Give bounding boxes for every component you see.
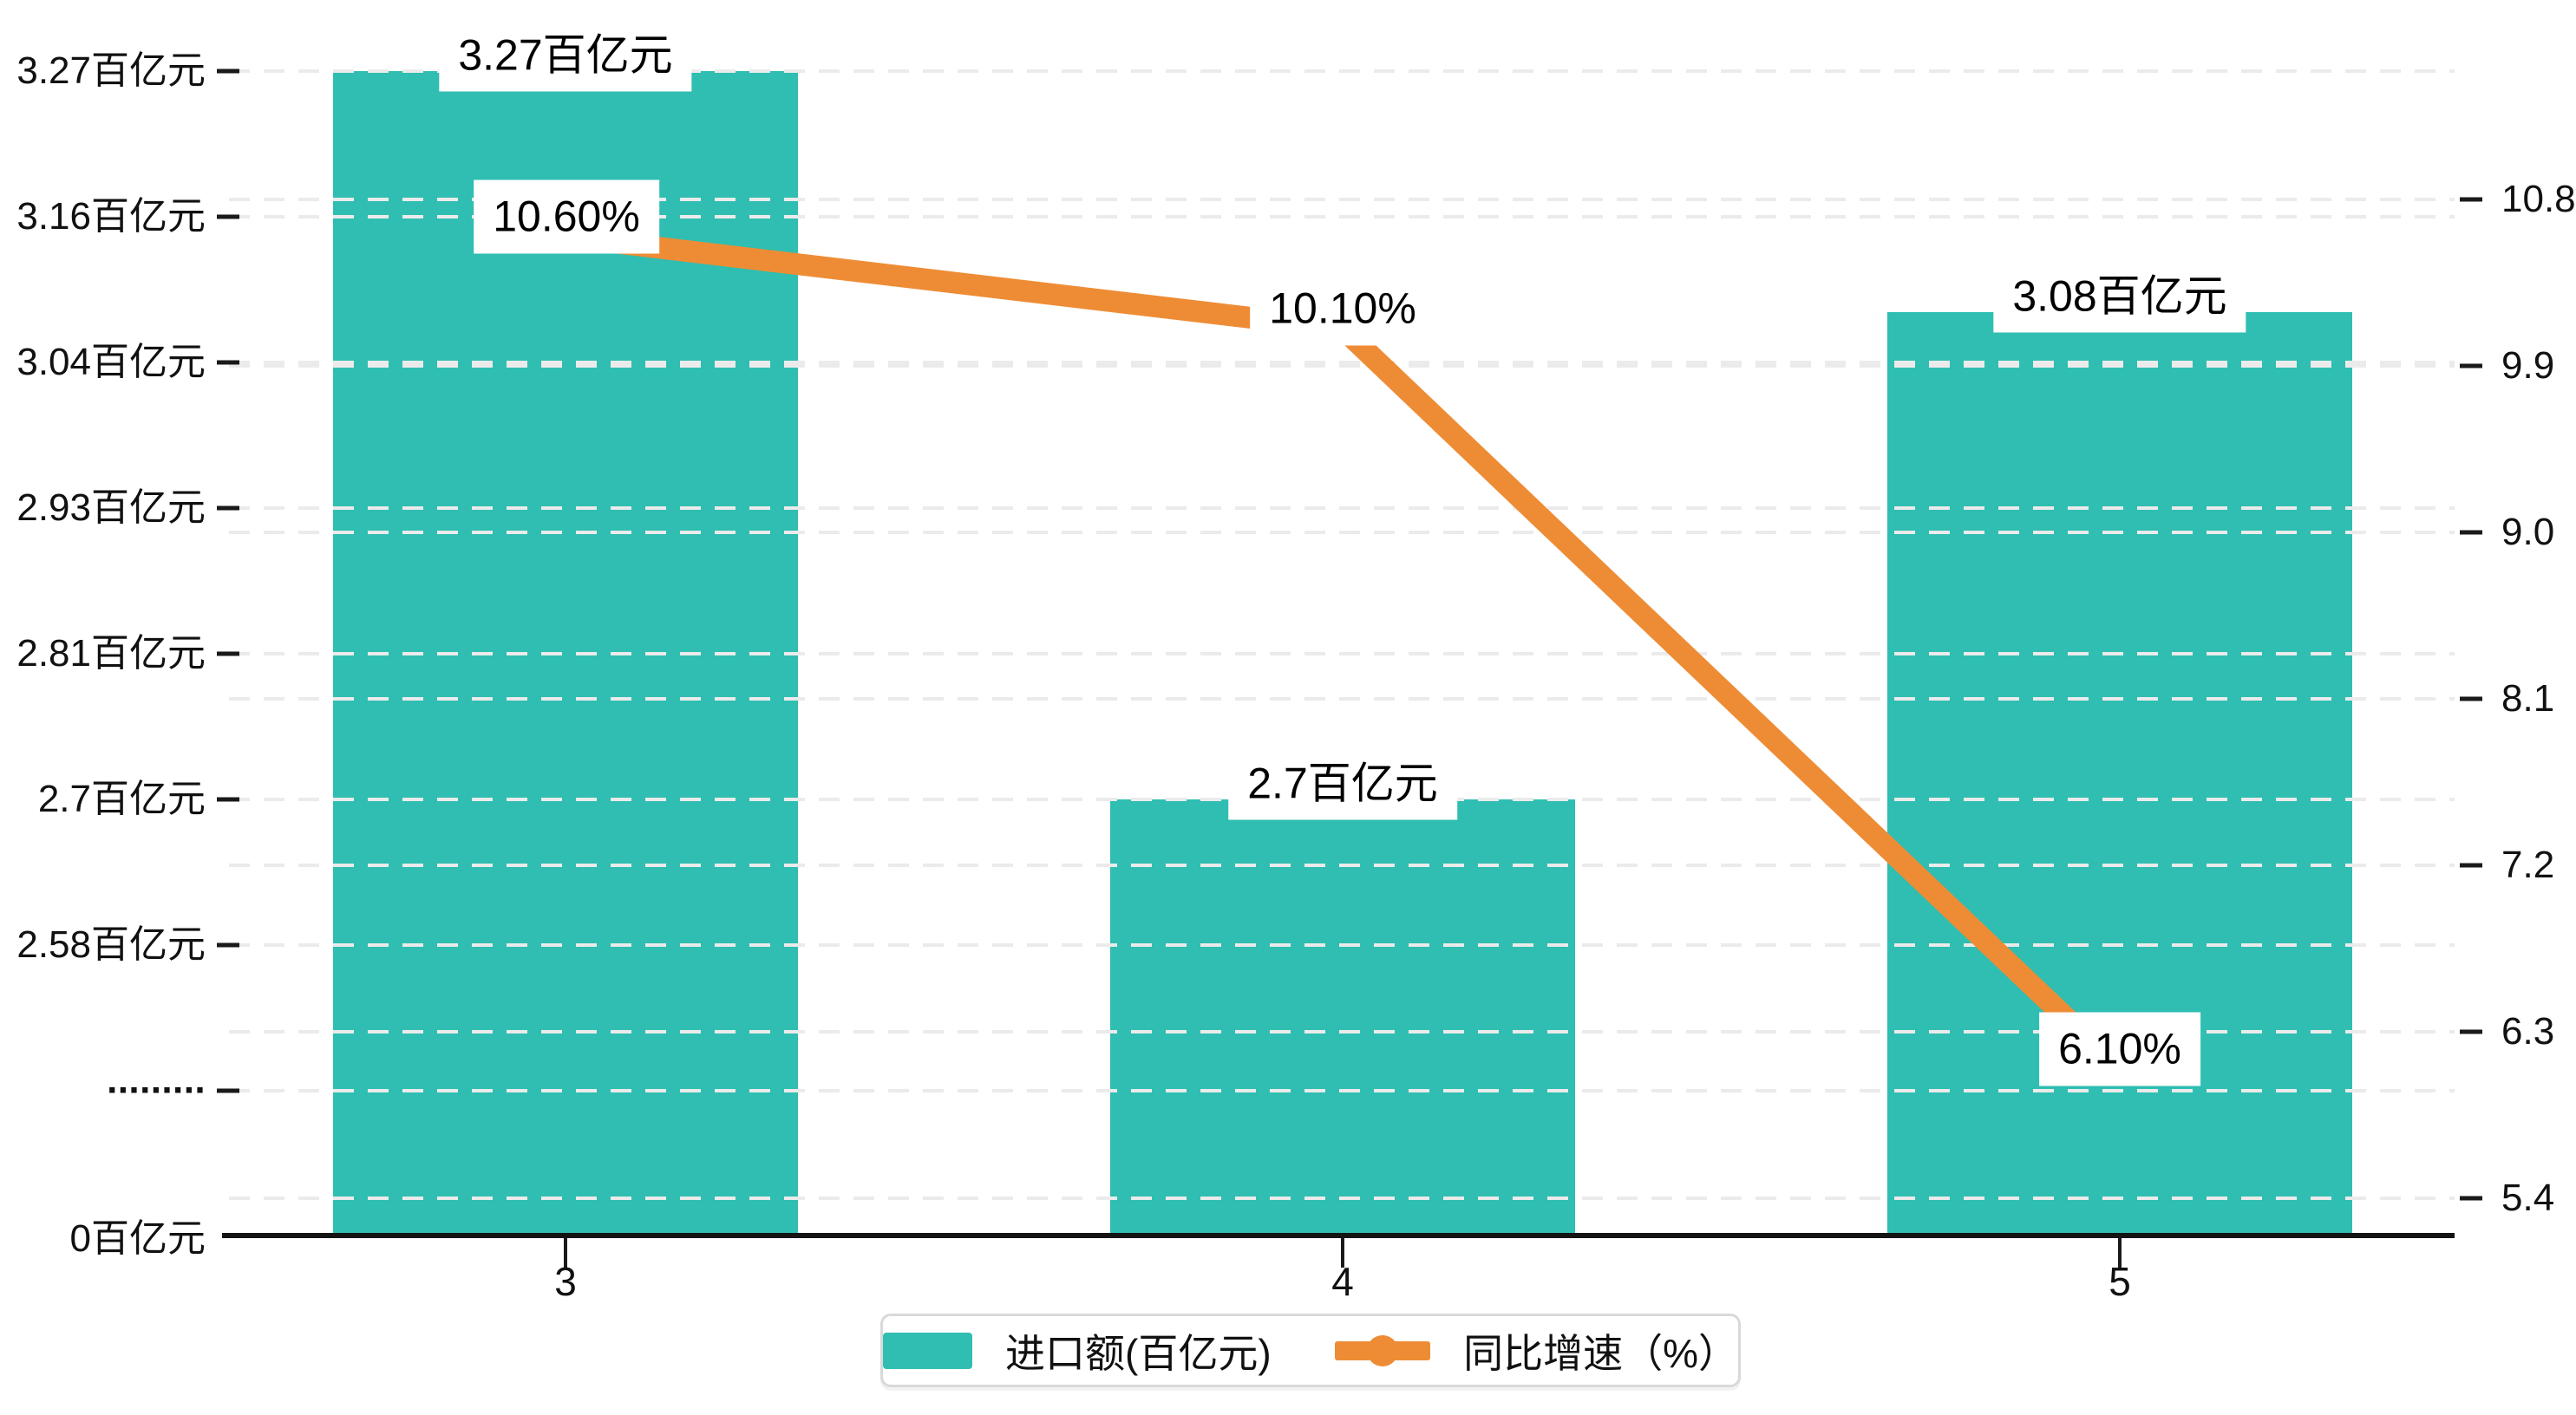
legend: 进口额(百亿元) 同比增速（%）	[880, 1314, 1741, 1387]
left-axis-tick-label: 2.93百亿元	[16, 486, 206, 529]
bar-series-swatch	[883, 1332, 972, 1369]
left-axis-tick-label: 3.04百亿元	[16, 341, 206, 383]
x-axis-tick-label: 5	[2109, 1259, 2131, 1304]
line-value-label: 6.10%	[2039, 1012, 2200, 1086]
left-axis-tick-label: 2.81百亿元	[16, 632, 206, 675]
right-axis-tick-label: 10.8	[2501, 178, 2576, 220]
line-series-swatch	[1335, 1332, 1431, 1370]
legend-bar-label: 进口额(百亿元)	[1005, 1330, 1272, 1376]
right-axis-tick-label: 5.4	[2501, 1177, 2555, 1219]
right-axis-tick-label: 7.2	[2501, 844, 2555, 886]
right-axis-tick-label: 9.0	[2501, 511, 2555, 553]
line-value-label: 10.60%	[474, 179, 659, 254]
right-axis-ticks	[2460, 197, 2482, 1201]
legend-line-label: 同比增速（%）	[1463, 1330, 1738, 1376]
right-axis-tick-label: 6.3	[2501, 1010, 2555, 1053]
bar-month-4[interactable]	[1110, 799, 1575, 1236]
left-axis-tick-label: 3.16百亿元	[16, 195, 206, 238]
line-value-label: 10.10%	[1250, 271, 1435, 346]
x-axis-tick-label: 4	[1331, 1259, 1354, 1304]
left-axis-tick-label: 2.58百亿元	[16, 923, 206, 966]
left-axis-tick-label: 3.27百亿元	[16, 49, 206, 92]
left-axis-ticks	[217, 68, 239, 1093]
x-axis-tick-label: 3	[554, 1259, 577, 1304]
legend-item-growth-rate[interactable]: 同比增速（%）	[1335, 1322, 1738, 1379]
left-axis-break-dots: ·········	[107, 1069, 207, 1112]
right-axis-tick-label: 9.9	[2501, 344, 2555, 387]
bar-month-5[interactable]	[1887, 312, 2352, 1236]
bar-value-label: 3.27百亿元	[439, 19, 692, 92]
x-axis-ticks	[564, 1238, 2122, 1268]
left-axis-tick-label: 0百亿元	[69, 1217, 206, 1260]
line-swatch-dot-icon	[1367, 1334, 1399, 1366]
bar-value-label: 3.08百亿元	[1993, 260, 2246, 333]
legend-item-imports[interactable]: 进口额(百亿元)	[883, 1322, 1272, 1379]
left-axis-tick-label: 2.7百亿元	[37, 778, 206, 820]
right-axis-tick-label: 8.1	[2501, 677, 2555, 720]
bar-value-label: 2.7百亿元	[1228, 747, 1457, 820]
